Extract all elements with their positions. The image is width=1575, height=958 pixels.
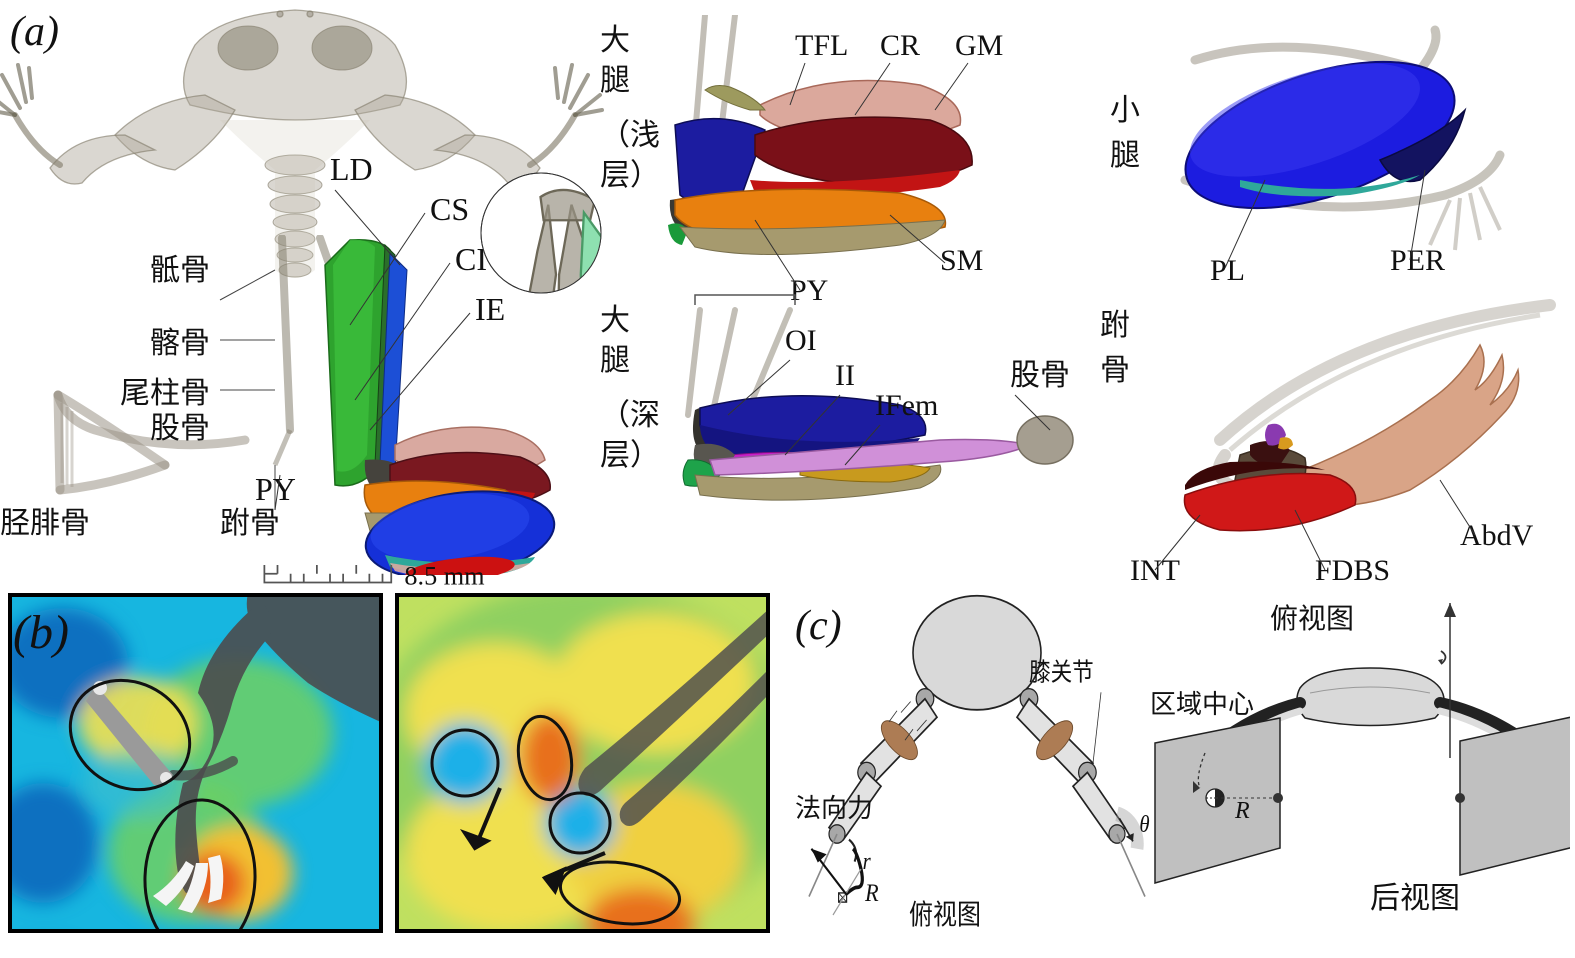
svg-text:INT: INT [1130, 554, 1180, 587]
svg-text:PER: PER [1390, 244, 1445, 277]
svg-text:层）: 层） [600, 159, 660, 192]
svg-text:俯视图: 俯视图 [1270, 603, 1354, 634]
svg-text:腿: 腿 [1110, 139, 1140, 172]
svg-text:OI: OI [785, 324, 817, 357]
svg-text:俯视图: 俯视图 [909, 900, 981, 931]
svg-text:（浅: （浅 [600, 119, 660, 152]
svg-text:(b): (b) [13, 606, 69, 659]
svg-text:骨: 骨 [1100, 354, 1130, 387]
svg-text:（深: （深 [600, 399, 660, 432]
svg-text:区域中心: 区域中心 [1150, 689, 1254, 719]
svg-text:腿: 腿 [600, 64, 630, 97]
svg-text:II: II [835, 359, 855, 392]
svg-text:股骨: 股骨 [1010, 359, 1070, 392]
svg-text:r: r [863, 848, 871, 875]
svg-text:层）: 层） [600, 439, 660, 472]
svg-text:CR: CR [880, 29, 920, 62]
svg-text:TFL: TFL [795, 29, 848, 62]
svg-text:大: 大 [600, 304, 630, 337]
svg-text:FDBS: FDBS [1315, 554, 1390, 587]
svg-text:AbdV: AbdV [1460, 519, 1534, 552]
svg-text:膝关节: 膝关节 [1029, 658, 1094, 686]
svg-text:大: 大 [600, 24, 630, 57]
svg-text:跗: 跗 [1100, 309, 1130, 342]
svg-text:R: R [1234, 798, 1250, 824]
svg-text:IFem: IFem [875, 389, 938, 422]
svg-text:腿: 腿 [600, 344, 630, 377]
svg-text:SM: SM [940, 244, 983, 277]
svg-text:GM: GM [955, 29, 1003, 62]
svg-text:8.5 mm: 8.5 mm [404, 561, 485, 590]
svg-text:R: R [864, 879, 879, 908]
svg-text:θ: θ [1139, 811, 1149, 838]
svg-text:后视图: 后视图 [1370, 882, 1460, 915]
svg-text:PL: PL [1210, 254, 1245, 287]
svg-text:小: 小 [1110, 94, 1140, 127]
